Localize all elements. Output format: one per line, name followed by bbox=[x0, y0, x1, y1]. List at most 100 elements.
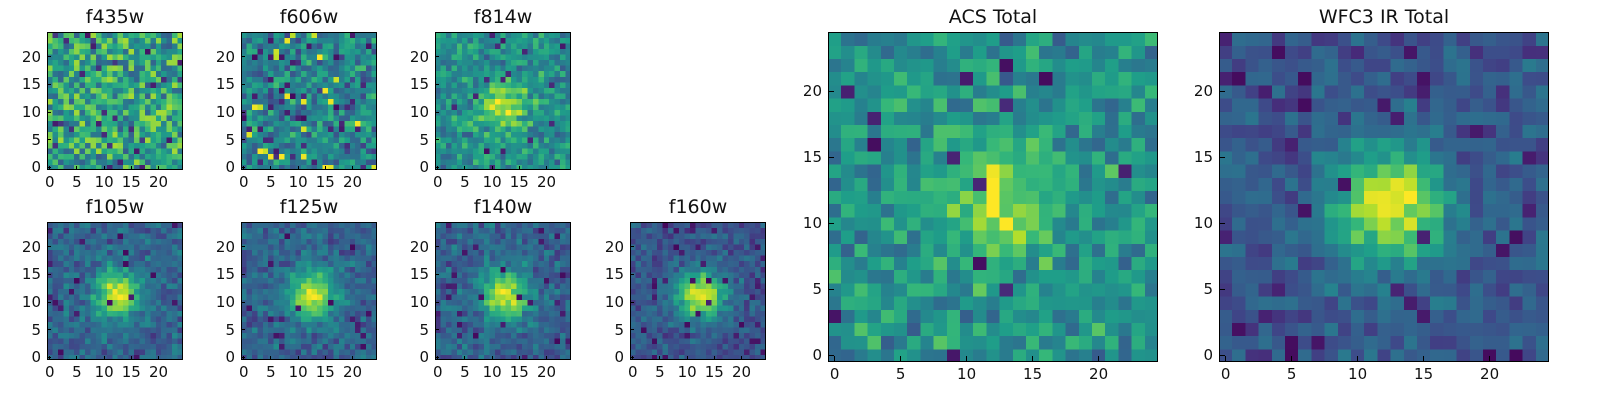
heatmap-cell bbox=[144, 277, 151, 284]
heatmap-cell bbox=[662, 326, 669, 333]
heatmap-cell bbox=[101, 321, 108, 328]
heatmap-cell bbox=[700, 354, 707, 360]
heatmap-cell bbox=[640, 326, 647, 333]
heatmap-cell bbox=[57, 87, 64, 94]
heatmap-cell bbox=[560, 43, 567, 50]
heatmap-cell bbox=[1131, 243, 1146, 257]
heatmap-cell bbox=[494, 48, 501, 55]
heatmap-cell bbox=[489, 87, 496, 94]
heatmap-cell bbox=[543, 277, 550, 284]
heatmap-cell bbox=[946, 230, 961, 244]
heatmap-cell bbox=[68, 48, 75, 55]
heatmap-cell bbox=[494, 125, 501, 132]
heatmap-cell bbox=[123, 348, 130, 356]
heatmap-cell bbox=[52, 92, 59, 99]
heatmap-cell bbox=[522, 260, 529, 267]
heatmap-cell bbox=[63, 164, 70, 170]
heatmap-cell bbox=[123, 32, 130, 39]
heatmap-cell bbox=[101, 326, 108, 333]
heatmap-cell bbox=[673, 332, 680, 339]
heatmap-cell bbox=[47, 293, 54, 300]
heatmap-cell bbox=[440, 249, 447, 256]
heatmap-cell bbox=[684, 332, 691, 339]
heatmap-cell bbox=[538, 37, 545, 44]
heatmap-cell bbox=[317, 271, 324, 278]
heatmap-cell bbox=[456, 271, 463, 278]
heatmap-cell bbox=[262, 103, 269, 110]
heatmap-cell bbox=[117, 81, 124, 88]
heatmap-cell bbox=[505, 244, 512, 251]
heatmap-cell bbox=[246, 131, 253, 138]
heatmap-cell bbox=[532, 271, 539, 278]
x-tick-mark bbox=[546, 166, 548, 170]
heatmap-cell bbox=[106, 288, 113, 295]
heatmap-cell bbox=[946, 322, 961, 337]
heatmap-cell bbox=[907, 164, 921, 178]
heatmap-cell bbox=[532, 48, 539, 55]
heatmap-cell bbox=[1105, 230, 1119, 244]
heatmap-cell bbox=[268, 260, 275, 267]
heatmap-cell bbox=[907, 216, 921, 231]
heatmap-cell bbox=[549, 249, 556, 256]
heatmap-cell bbox=[946, 150, 961, 165]
heatmap-cell bbox=[268, 54, 275, 61]
heatmap-cell bbox=[1039, 296, 1053, 310]
heatmap-cell bbox=[1065, 243, 1080, 257]
heatmap-cell bbox=[738, 282, 745, 289]
heatmap-cell bbox=[251, 131, 258, 138]
heatmap-cell bbox=[549, 348, 556, 356]
heatmap-cell bbox=[262, 98, 269, 105]
heatmap-cell bbox=[560, 266, 567, 273]
heatmap-cell bbox=[106, 98, 113, 105]
heatmap-cell bbox=[246, 260, 253, 267]
heatmap-cell bbox=[344, 147, 351, 155]
heatmap-cell bbox=[445, 147, 452, 155]
heatmap-cell bbox=[668, 271, 675, 278]
heatmap-cell bbox=[366, 227, 373, 234]
heatmap-cell bbox=[90, 70, 97, 77]
x-tick-label: 10 bbox=[288, 363, 308, 381]
heatmap-cell bbox=[451, 70, 458, 77]
y-tick-label: 10 bbox=[21, 293, 41, 312]
heatmap-cell bbox=[251, 282, 258, 289]
heatmap-cell bbox=[349, 37, 356, 44]
heatmap-cell bbox=[630, 277, 637, 284]
panel-title: f435w bbox=[85, 6, 145, 28]
heatmap-cell bbox=[489, 227, 496, 234]
heatmap-cell bbox=[366, 271, 373, 278]
heatmap-cell bbox=[1078, 203, 1093, 218]
heatmap-cell bbox=[543, 282, 550, 289]
heatmap-cell bbox=[123, 304, 130, 311]
heatmap-cell bbox=[273, 337, 280, 345]
heatmap-cell bbox=[268, 332, 275, 339]
heatmap-cell bbox=[355, 332, 362, 339]
heatmap-cell bbox=[651, 277, 658, 284]
heatmap-cell bbox=[549, 244, 556, 251]
heatmap-cell bbox=[894, 164, 908, 178]
heatmap-cell bbox=[549, 158, 556, 166]
heatmap-cell bbox=[371, 32, 377, 39]
heatmap-cell bbox=[57, 271, 64, 278]
heatmap-cell bbox=[867, 124, 882, 139]
heatmap-cell bbox=[117, 70, 124, 77]
heatmap-cell bbox=[435, 288, 442, 295]
heatmap-cell bbox=[371, 54, 377, 61]
heatmap-cell bbox=[68, 37, 75, 44]
x-tick-label: 5 bbox=[266, 363, 276, 381]
heatmap-cell bbox=[300, 326, 307, 333]
heatmap-cell bbox=[462, 92, 469, 99]
x-tick-label: 15 bbox=[509, 363, 529, 381]
heatmap-cell bbox=[907, 150, 921, 165]
heatmap-cell bbox=[505, 114, 512, 121]
heatmap-cell bbox=[646, 310, 653, 317]
heatmap-cell bbox=[262, 147, 269, 155]
heatmap-cell bbox=[511, 255, 518, 262]
heatmap-cell bbox=[494, 282, 501, 289]
heatmap-cell bbox=[435, 321, 442, 328]
heatmap-cell bbox=[445, 136, 452, 143]
heatmap-cell bbox=[755, 266, 762, 273]
heatmap-cell bbox=[684, 293, 691, 300]
heatmap-cell bbox=[144, 282, 151, 289]
heatmap-cell bbox=[360, 147, 367, 155]
heatmap-cell bbox=[134, 114, 141, 121]
